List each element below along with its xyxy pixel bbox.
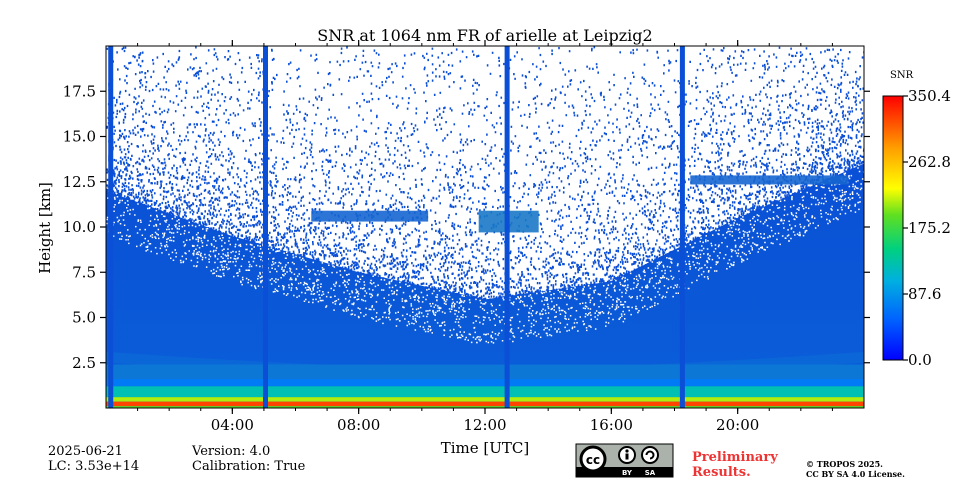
colorbar-ticks: 0.0 87.6 175.2 262.8 350.4 xyxy=(903,87,951,369)
x-axis: 04:00 08:00 12:00 16:00 20:00 xyxy=(211,40,759,434)
near-surface-layer-2 xyxy=(106,386,864,398)
ground-strip xyxy=(106,406,864,408)
y-axis: 2.5 5.0 7.5 10.0 12.5 15.0 17.5 xyxy=(63,82,870,372)
colorbar-tick-label: 87.6 xyxy=(908,285,941,303)
cloud-layer-3 xyxy=(690,175,849,185)
colorbar-tick-label: 0.0 xyxy=(908,351,932,369)
signal-region xyxy=(106,163,864,408)
x-tick-label: 20:00 xyxy=(716,416,759,434)
x-tick-label: 08:00 xyxy=(337,416,380,434)
colorbar-label: SNR xyxy=(890,70,914,81)
y-axis-label: Height [km] xyxy=(36,182,54,274)
colorbar-tick-label: 350.4 xyxy=(908,87,951,105)
vertical-gap-3 xyxy=(504,46,510,408)
vertical-gap-1 xyxy=(108,46,114,408)
preliminary-line2: Results. xyxy=(692,465,751,480)
x-tick-label: 12:00 xyxy=(463,416,506,434)
noise-speckles xyxy=(106,46,864,344)
y-tick-label: 2.5 xyxy=(72,354,96,372)
footer: 2025-06-21 LC: 3.53e+14 Version: 4.0 Cal… xyxy=(48,443,905,480)
copyright-line2: CC BY SA 4.0 License. xyxy=(806,469,905,479)
attribution-head xyxy=(625,449,629,453)
badge-sa-text: SA xyxy=(645,469,656,477)
footer-date: 2025-06-21 xyxy=(48,444,123,459)
footer-lc: LC: 3.53e+14 xyxy=(48,459,139,474)
vertical-gap-4 xyxy=(679,46,685,408)
copyright-line1: © TROPOS 2025. xyxy=(806,459,883,469)
share-alike-icon xyxy=(641,446,659,464)
y-tick-label: 17.5 xyxy=(63,82,96,100)
plot-area: 04:00 08:00 12:00 16:00 20:00 2.5 5.0 7.5 10.0 1… xyxy=(63,40,870,434)
x-axis-label: Time [UTC] xyxy=(441,439,530,457)
near-surface-layer-4 xyxy=(106,401,864,407)
cc-license-badge: cc BY SA xyxy=(575,443,674,478)
colorbar-tick-label: 175.2 xyxy=(908,219,951,237)
residual-layer xyxy=(106,350,864,380)
attribution-body xyxy=(625,453,629,460)
x-tick-label: 16:00 xyxy=(590,416,633,434)
badge-bottom-strip xyxy=(576,467,673,477)
near-surface-layer-1 xyxy=(106,379,864,387)
colorbar-tick-label: 262.8 xyxy=(908,153,951,171)
cloud-layer-1 xyxy=(311,210,429,222)
preliminary-line1: Preliminary xyxy=(692,450,778,465)
y-tick-label: 15.0 xyxy=(63,128,96,146)
noise-speckle-path xyxy=(106,46,864,301)
chart-title: SNR at 1064 nm FR of arielle at Leipzig2 xyxy=(317,26,652,45)
badge-by-text: BY xyxy=(622,469,633,477)
vertical-gap-2 xyxy=(262,46,268,408)
footer-version: Version: 4.0 xyxy=(191,444,270,459)
y-tick-label: 12.5 xyxy=(63,173,96,191)
y-tick-label: 5.0 xyxy=(72,309,96,327)
y-tick-label: 10.0 xyxy=(63,218,96,236)
cc-icon xyxy=(579,445,607,473)
cc-icon-text: cc xyxy=(586,453,600,467)
footer-calibration: Calibration: True xyxy=(192,459,306,474)
vertical-gaps xyxy=(108,46,685,408)
boundary-layer-band xyxy=(106,364,864,380)
near-surface-layers xyxy=(106,379,864,408)
colorbar: SNR 0.0 87.6 175.2 262.8 350.4 xyxy=(882,70,951,369)
y-tick-label: 7.5 xyxy=(72,263,96,281)
near-surface-layer-3 xyxy=(106,397,864,402)
share-alike-arrow xyxy=(645,450,655,460)
x-tick-label: 04:00 xyxy=(211,416,254,434)
colorbar-bar xyxy=(882,95,904,361)
